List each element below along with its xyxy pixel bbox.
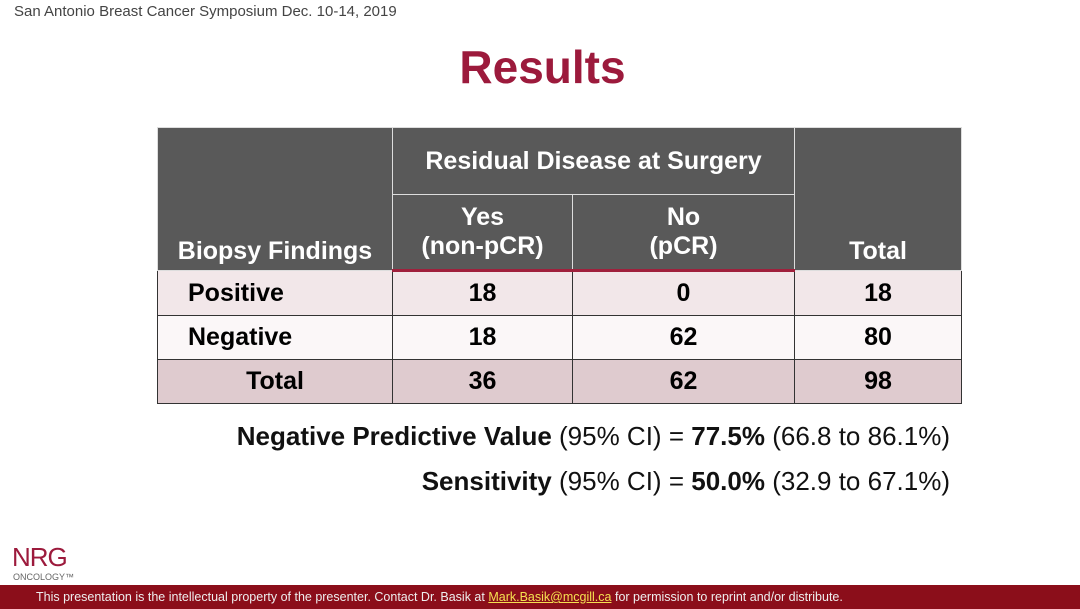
logo-sub: ONCOLOGY™ (13, 572, 75, 582)
total-header: Total (794, 127, 962, 271)
footer-text: for permission to reprint and/or distrib… (614, 590, 843, 604)
metric-range: (66.8 to 86.1%) (772, 421, 950, 451)
column-header: No (pCR) (572, 194, 795, 272)
results-table: Biopsy Findings Residual Disease at Surg… (157, 127, 962, 404)
column-line: (pCR) (649, 232, 718, 260)
cell: 18 (392, 270, 573, 316)
cell: 80 (794, 315, 962, 360)
cell: 36 (392, 359, 573, 404)
metric-label: Negative Predictive Value (236, 421, 552, 451)
logo: NRG (12, 542, 68, 572)
row-header: Biopsy Findings (157, 127, 393, 271)
column-line: Yes (460, 203, 505, 231)
group-header: Residual Disease at Surgery (392, 127, 795, 195)
metric: Sensitivity (95% CI) = 50.0% (32.9 to 67… (422, 466, 950, 497)
conference: San Antonio Breast Cancer Symposium Dec.… (14, 3, 397, 20)
metric-value: 77.5% (691, 421, 765, 451)
metric-ci: (95% CI) = (559, 466, 685, 496)
footer-text: This presentation is the intellectual pr… (36, 590, 485, 604)
column-header: Yes (non-pCR) (392, 194, 573, 272)
footer: This presentation is the intellectual pr… (0, 585, 1080, 609)
cell: 0 (572, 270, 795, 316)
row-label: Negative (157, 315, 393, 360)
metric-value: 50.0% (691, 466, 765, 496)
cell: 62 (572, 315, 795, 360)
cell: 62 (572, 359, 795, 404)
row-label: Positive (157, 270, 393, 316)
row-label: Total (157, 359, 393, 404)
column-line: No (666, 203, 701, 231)
metric-range: (32.9 to 67.1%) (772, 466, 950, 496)
metric-label: Sensitivity (421, 466, 552, 496)
email-link[interactable]: Mark.Basik@mcgill.ca (488, 590, 612, 604)
column-line: (non-pCR) (421, 232, 544, 260)
title: Results (459, 41, 626, 93)
cell: 18 (392, 315, 573, 360)
cell: 18 (794, 270, 962, 316)
cell: 98 (794, 359, 962, 404)
metric: Negative Predictive Value (95% CI) = 77.… (237, 421, 950, 452)
metric-ci: (95% CI) = (559, 421, 685, 451)
